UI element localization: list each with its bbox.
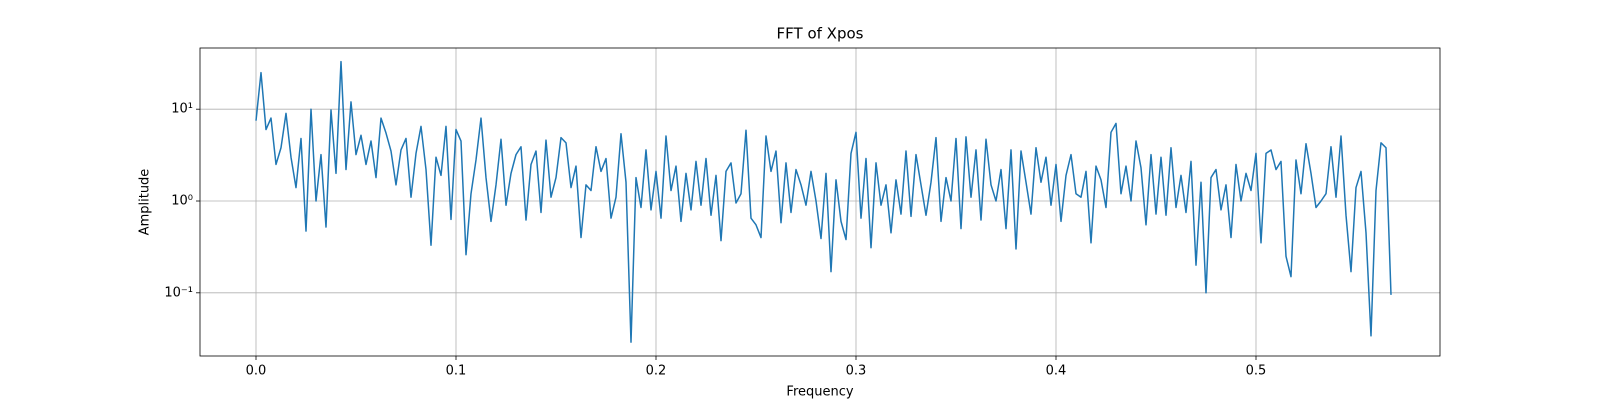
y-axis-label: Amplitude [138, 169, 153, 236]
x-tick-label: 0.4 [1046, 364, 1067, 379]
y-tick-label: 10¹ [171, 102, 193, 117]
y-tick-label: 10⁻¹ [164, 285, 193, 300]
y-tick-label: 10⁰ [171, 194, 193, 209]
plot-frame [199, 47, 1441, 357]
x-tick-label: 0.3 [846, 364, 867, 379]
x-tick-label: 0.0 [246, 364, 267, 379]
data-line [255, 60, 1392, 343]
chart-title: FFT of Xpos [777, 25, 864, 43]
x-axis-label: Frequency [786, 385, 853, 400]
x-tick-label: 0.5 [1246, 364, 1267, 379]
x-tick-label: 0.2 [646, 364, 667, 379]
x-tick-label: 0.1 [446, 364, 467, 379]
